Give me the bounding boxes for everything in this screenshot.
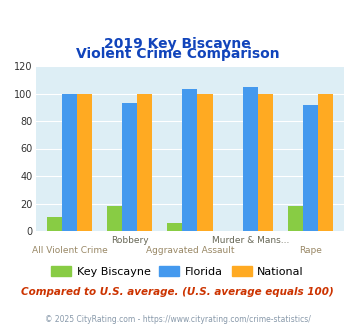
Bar <box>122 103 137 231</box>
Text: Compared to U.S. average. (U.S. average equals 100): Compared to U.S. average. (U.S. average … <box>21 287 334 297</box>
Text: Robbery: Robbery <box>111 236 148 245</box>
Text: Murder & Mans...: Murder & Mans... <box>212 236 289 245</box>
Bar <box>47 217 62 231</box>
Bar <box>182 89 197 231</box>
Bar <box>288 206 303 231</box>
Bar <box>77 93 92 231</box>
Bar <box>303 105 318 231</box>
Bar <box>107 206 122 231</box>
Legend: Key Biscayne, Florida, National: Key Biscayne, Florida, National <box>47 261 308 281</box>
Text: © 2025 CityRating.com - https://www.cityrating.com/crime-statistics/: © 2025 CityRating.com - https://www.city… <box>45 315 310 324</box>
Bar <box>243 86 258 231</box>
Bar <box>167 223 182 231</box>
Bar <box>318 93 333 231</box>
Text: Violent Crime Comparison: Violent Crime Comparison <box>76 47 279 61</box>
Text: Aggravated Assault: Aggravated Assault <box>146 246 234 255</box>
Bar <box>137 93 152 231</box>
Text: 2019 Key Biscayne: 2019 Key Biscayne <box>104 37 251 51</box>
Bar <box>258 93 273 231</box>
Bar <box>197 93 213 231</box>
Text: Rape: Rape <box>299 246 322 255</box>
Text: All Violent Crime: All Violent Crime <box>32 246 107 255</box>
Bar <box>62 93 77 231</box>
